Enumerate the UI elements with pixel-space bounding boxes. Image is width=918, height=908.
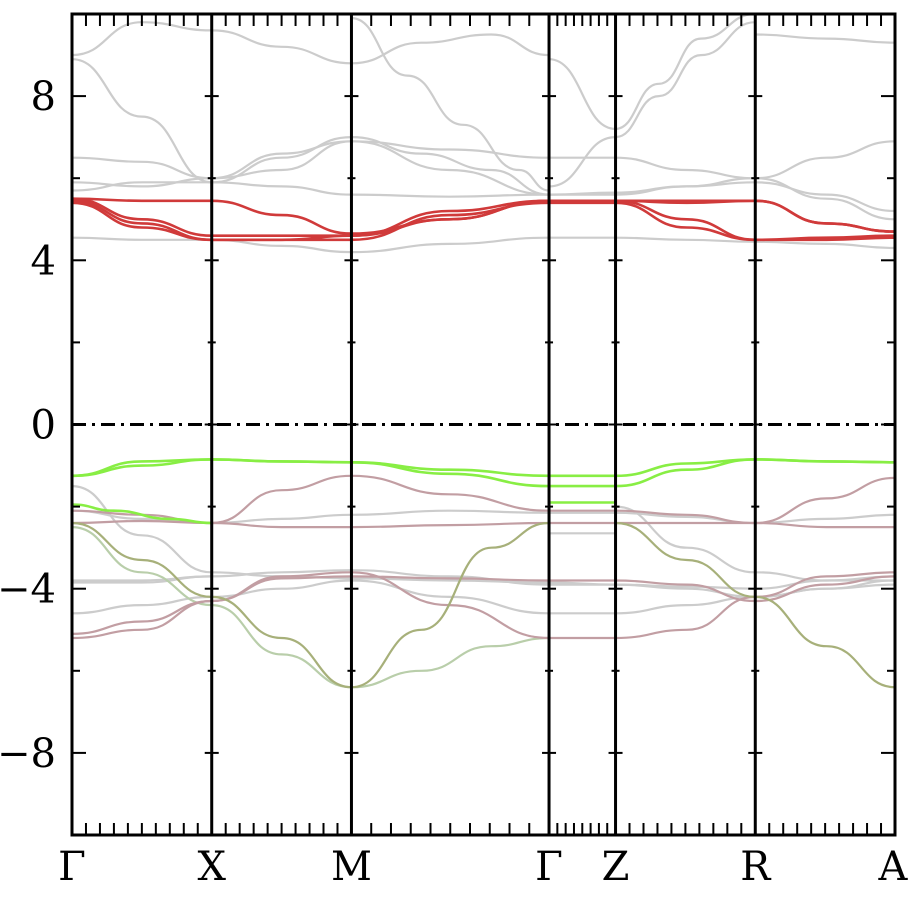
k-point-label: X (197, 844, 226, 890)
plot-frame (70, 12, 897, 837)
k-point-label: A (878, 844, 909, 890)
band-olive-9 (350, 521, 551, 689)
y-tick-label: 8 (31, 74, 56, 120)
k-point-label: Z (602, 844, 630, 890)
band-gray-31 (614, 505, 897, 582)
band-sage-11 (70, 526, 551, 689)
band-gray-26 (70, 58, 551, 196)
y-tick-label: 4 (31, 238, 56, 284)
band-gray-30 (754, 33, 897, 44)
band-gray-29 (547, 21, 757, 188)
k-point-label: Γ (535, 844, 563, 890)
band-gray-28 (547, 12, 757, 130)
band-green-6 (70, 503, 213, 525)
k-point-label: R (740, 844, 772, 890)
band-red-1 (70, 197, 897, 238)
k-point-label: Γ (58, 844, 86, 890)
y-tick-label: 0 (31, 403, 56, 449)
k-point-label: M (331, 844, 372, 890)
band-mauve-15 (70, 575, 897, 635)
band-gray-27 (350, 17, 551, 192)
y-tick-label: −8 (0, 731, 56, 777)
y-tick-label: −4 (0, 567, 56, 613)
y-tick-labels: 8 4 0 −4 −8 (0, 74, 56, 777)
band-gray-32 (70, 575, 213, 584)
